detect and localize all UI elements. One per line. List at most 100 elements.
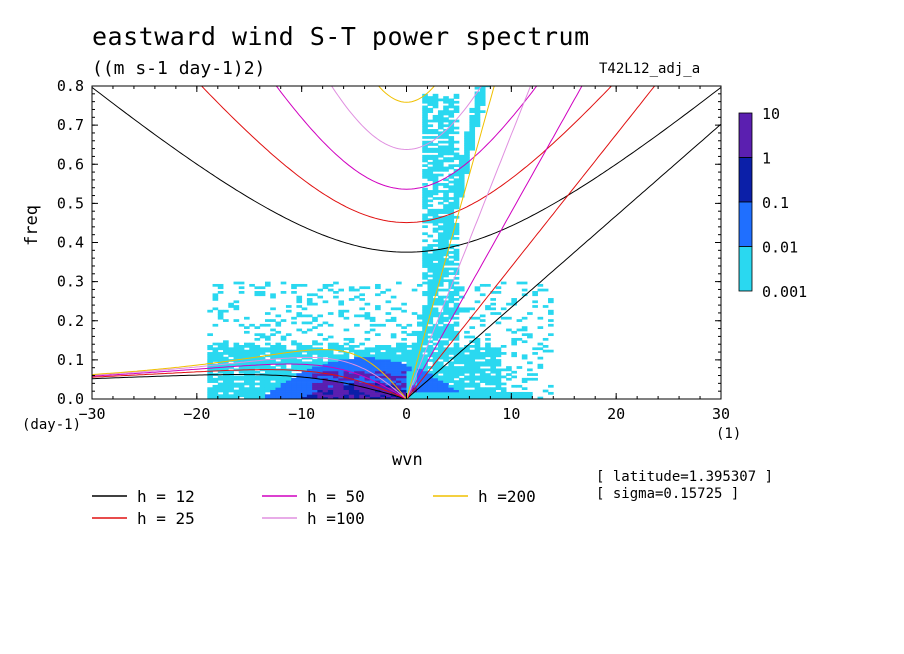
spectrum-cell [259, 291, 266, 294]
spectrum-cell [453, 349, 460, 353]
spectrum-cell [212, 394, 219, 398]
spectrum-cell [396, 356, 402, 360]
spectrum-cell [474, 363, 481, 367]
spectrum-cell [542, 305, 549, 308]
spectrum-cell [317, 323, 324, 327]
spectrum-cell [432, 309, 439, 313]
spectrum-cell [380, 356, 386, 360]
spectrum-cell [443, 387, 449, 391]
spectrum-cell [448, 213, 455, 217]
spectrum-cell [375, 387, 381, 391]
spectrum-cell [296, 382, 303, 386]
spectrum-cell [275, 314, 282, 318]
spectrum-cell [375, 368, 381, 372]
spectrum-cell [537, 363, 544, 367]
spectrum-cell [458, 166, 465, 170]
spectrum-cell [548, 323, 554, 327]
spectrum-cell [443, 396, 449, 399]
spectrum-cell [448, 363, 455, 367]
spectrum-cell [437, 298, 444, 301]
spectrum-cell [448, 164, 455, 167]
spectrum-cell [375, 354, 381, 358]
spectrum-cell [291, 342, 297, 346]
spectrum-cell [333, 396, 339, 399]
spectrum-cell [443, 244, 449, 247]
gravity-curve-h50 [275, 86, 538, 190]
spectrum-cell [343, 394, 350, 398]
spectrum-cell [490, 354, 497, 358]
spectrum-cell [275, 342, 282, 346]
spectrum-cell [212, 359, 219, 362]
spectrum-cell [422, 110, 428, 114]
spectrum-cell [448, 298, 455, 301]
spectrum-cell [437, 211, 444, 214]
spectrum-cell [254, 377, 261, 381]
spectrum-cell [348, 347, 355, 351]
spectrum-cell [464, 382, 470, 386]
spectrum-cell [249, 380, 255, 383]
spectrum-cell [464, 361, 470, 365]
spectrum-cell [264, 396, 271, 399]
spectrum-cell [432, 328, 439, 332]
spectrum-cell [432, 131, 439, 135]
spectrum-cell [212, 380, 219, 383]
spectrum-cell [296, 352, 303, 355]
spectrum-cell [437, 98, 444, 102]
spectrum-cell [359, 375, 365, 379]
spectrum-cell [437, 260, 444, 264]
spectrum-cell [485, 307, 491, 311]
spectrum-cell [223, 394, 229, 398]
spectrum-cell [306, 347, 313, 351]
spectrum-cell [270, 333, 276, 337]
spectrum-cell [432, 253, 439, 257]
spectrum-cell [490, 349, 497, 353]
spectrum-cell [333, 366, 339, 369]
spectrum-cell [432, 229, 439, 233]
spectrum-cell [296, 389, 303, 393]
spectrum-cell [474, 340, 481, 344]
spectrum-cell [464, 140, 470, 144]
spectrum-cell [285, 396, 292, 399]
spectrum-cell [432, 276, 439, 280]
spectrum-cell [343, 384, 350, 388]
spectrum-cell [437, 375, 444, 379]
spectrum-cell [411, 356, 418, 360]
spectrum-cell [511, 391, 517, 395]
spectrum-cell [312, 342, 318, 346]
spectrum-cell [416, 375, 423, 379]
spectrum-cell [469, 349, 476, 353]
spectrum-cell [306, 366, 313, 369]
spectrum-cell [422, 150, 428, 153]
spectrum-cell [453, 225, 460, 229]
spectrum-cell [207, 354, 213, 358]
spectrum-cell [453, 126, 460, 130]
spectrum-cell [448, 307, 455, 311]
spectrum-cell [469, 145, 476, 149]
spectrum-cell [364, 375, 371, 379]
spectrum-cell [506, 396, 512, 399]
spectrum-cell [280, 366, 287, 369]
spectrum-cell [427, 352, 434, 355]
spectrum-cell [479, 283, 486, 287]
spectrum-cell [249, 359, 255, 362]
spectrum-cell [270, 295, 276, 299]
spectrum-cell [238, 387, 245, 391]
spectrum-cell [437, 190, 444, 193]
spectrum-cell [317, 342, 324, 346]
spectrum-cell [416, 382, 423, 386]
spectrum-cell [500, 368, 507, 372]
spectrum-cell [264, 323, 271, 327]
spectrum-cell [270, 352, 276, 355]
spectrum-cell [448, 225, 455, 229]
spectrum-cell [443, 119, 449, 123]
spectrum-cell [275, 356, 282, 360]
spectrum-cell [448, 166, 455, 170]
spectrum-cell [280, 370, 287, 374]
spectrum-cell [364, 396, 371, 399]
spectrum-cell [443, 394, 449, 398]
spectrum-cell [432, 208, 439, 212]
spectrum-cell [437, 377, 444, 381]
spectrum-cell [437, 255, 444, 259]
spectrum-cell [306, 300, 313, 304]
